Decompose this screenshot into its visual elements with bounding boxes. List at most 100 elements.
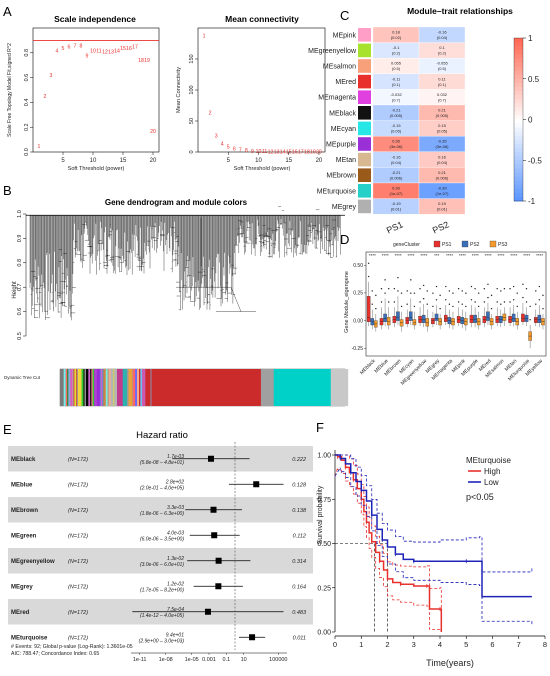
- box-outlier: [384, 292, 386, 294]
- forest-point: [253, 481, 260, 488]
- forest-title: Hazard ratio: [136, 430, 188, 441]
- power-point: 9: [251, 149, 254, 155]
- survival-curve: [335, 454, 443, 632]
- survival-x-tick-label: 5: [464, 640, 468, 649]
- power-point: 19: [310, 149, 316, 155]
- forest-estimate: 3.3e-03: [167, 505, 184, 511]
- forest-n: (N=172): [68, 508, 88, 514]
- box-outlier: [465, 292, 467, 294]
- colorbar-step: [514, 164, 523, 169]
- box: [396, 311, 400, 321]
- y-tick-label: 0.4: [24, 99, 30, 107]
- forest-point: [211, 532, 218, 539]
- y-tick-label: 100: [189, 85, 195, 94]
- module-color-stripe: [72, 369, 74, 406]
- module-color-band: [138, 369, 262, 406]
- module-color-swatch: [358, 199, 371, 214]
- forest-ci: (1.7e-05 – 8.2e+00): [140, 587, 184, 593]
- survival-ci-upper: [335, 454, 442, 611]
- legend-swatch: [489, 240, 497, 248]
- box: [534, 317, 538, 323]
- y-tick-label: 1.0: [17, 210, 23, 218]
- forest-n: (N=172): [68, 635, 88, 641]
- box-outlier: [445, 285, 447, 288]
- forest-pvalue: 0.128: [292, 482, 307, 488]
- power-point: 14: [280, 149, 286, 155]
- module-color-stripe: [140, 369, 142, 406]
- module-color-band: [126, 369, 133, 406]
- module-color-stripe: [105, 369, 108, 406]
- box-outlier: [542, 307, 544, 310]
- survival-legend-title: MEturquoise: [466, 456, 511, 465]
- forest-x-tick-label: 10: [241, 657, 247, 663]
- module-color-stripe: [68, 369, 71, 406]
- correlation-value: 0.1: [439, 45, 445, 50]
- forest-row-band: [8, 446, 313, 472]
- y-tick-label: 0.6: [17, 308, 23, 316]
- correlation-pvalue: (0.2): [438, 51, 447, 56]
- significance-stars: ****: [485, 253, 492, 258]
- box-outlier: [397, 290, 399, 292]
- survival-x-tick-label: 2: [385, 640, 389, 649]
- correlation-pvalue: (3e-06): [436, 144, 450, 149]
- box-outlier: [367, 275, 370, 278]
- forest-point: [249, 634, 256, 641]
- forest-point: [210, 506, 217, 513]
- forest-x-tick-label: 1e-11: [133, 657, 147, 663]
- power-point: 4: [221, 141, 224, 147]
- forest-point: [215, 557, 222, 564]
- module-color-swatch: [358, 152, 371, 167]
- survival-xlabel: Time(years): [426, 658, 474, 668]
- forest-n: (N=172): [68, 457, 88, 463]
- survival-x-tick-label: 8: [543, 640, 547, 649]
- forest-point: [204, 608, 211, 615]
- box-outlier: [525, 288, 528, 290]
- box-outlier: [393, 301, 396, 303]
- box: [521, 313, 525, 322]
- survival-legend-label: Low: [484, 478, 499, 487]
- x-tick-label: 20: [316, 158, 323, 164]
- box-outlier: [522, 296, 524, 299]
- y-tick-label: 150: [189, 54, 195, 63]
- correlation-value: -0.032: [390, 92, 402, 97]
- survival-plot: Survival probability Time(years) 0 1 2 3 4 5 6…: [317, 450, 547, 668]
- power-point: 16: [292, 149, 298, 155]
- box-outlier: [406, 303, 408, 305]
- box: [486, 311, 490, 321]
- survival-x-tick-label: 0: [333, 640, 337, 649]
- y-tick-label: 0.50: [353, 263, 363, 269]
- module-color-stripe: [92, 369, 95, 406]
- colorbar-step: [514, 148, 523, 153]
- power-point: 5: [227, 144, 230, 150]
- module-color-stripe: [63, 369, 66, 406]
- scale-independence-frame: [32, 27, 160, 153]
- module-row-label: MEred: [335, 79, 356, 86]
- correlation-value: -0.15: [391, 123, 401, 128]
- panel-label-f: F: [316, 420, 324, 435]
- box: [383, 313, 387, 322]
- box-outlier: [465, 305, 467, 308]
- colorbar-step: [514, 58, 523, 63]
- power-point: 10: [256, 149, 262, 155]
- correlation-value: 0.18: [392, 30, 401, 35]
- correlation-pvalue: (1e-07): [390, 191, 404, 196]
- forest-ci: (2.9e+00 – 3.0e+03): [139, 638, 185, 644]
- colorbar-step: [514, 99, 523, 104]
- box-outlier: [406, 290, 408, 292]
- boxplot-legend-title: geneCluster: [393, 242, 420, 248]
- correlation-pvalue: (0.7): [392, 97, 401, 102]
- box-outlier: [397, 276, 399, 279]
- forest-point: [215, 583, 222, 590]
- box-outlier: [477, 305, 480, 308]
- forest-estimate: 1.3e-02: [167, 556, 184, 562]
- power-point: 7: [239, 148, 242, 154]
- scale-independence-ylabel: Scale Free Topology Model Fit,signed R^2: [7, 43, 13, 137]
- box-outlier: [487, 283, 489, 286]
- colorbar-step: [514, 107, 523, 112]
- scale-independence-plot: Scale independence Scale Free Topology M…: [7, 14, 160, 172]
- forest-estimate: 7.5e-04: [167, 607, 184, 613]
- box: [386, 317, 391, 326]
- module-color-band: [94, 369, 101, 406]
- correlation-value: 0.16: [438, 154, 447, 159]
- colorbar-step: [514, 196, 523, 202]
